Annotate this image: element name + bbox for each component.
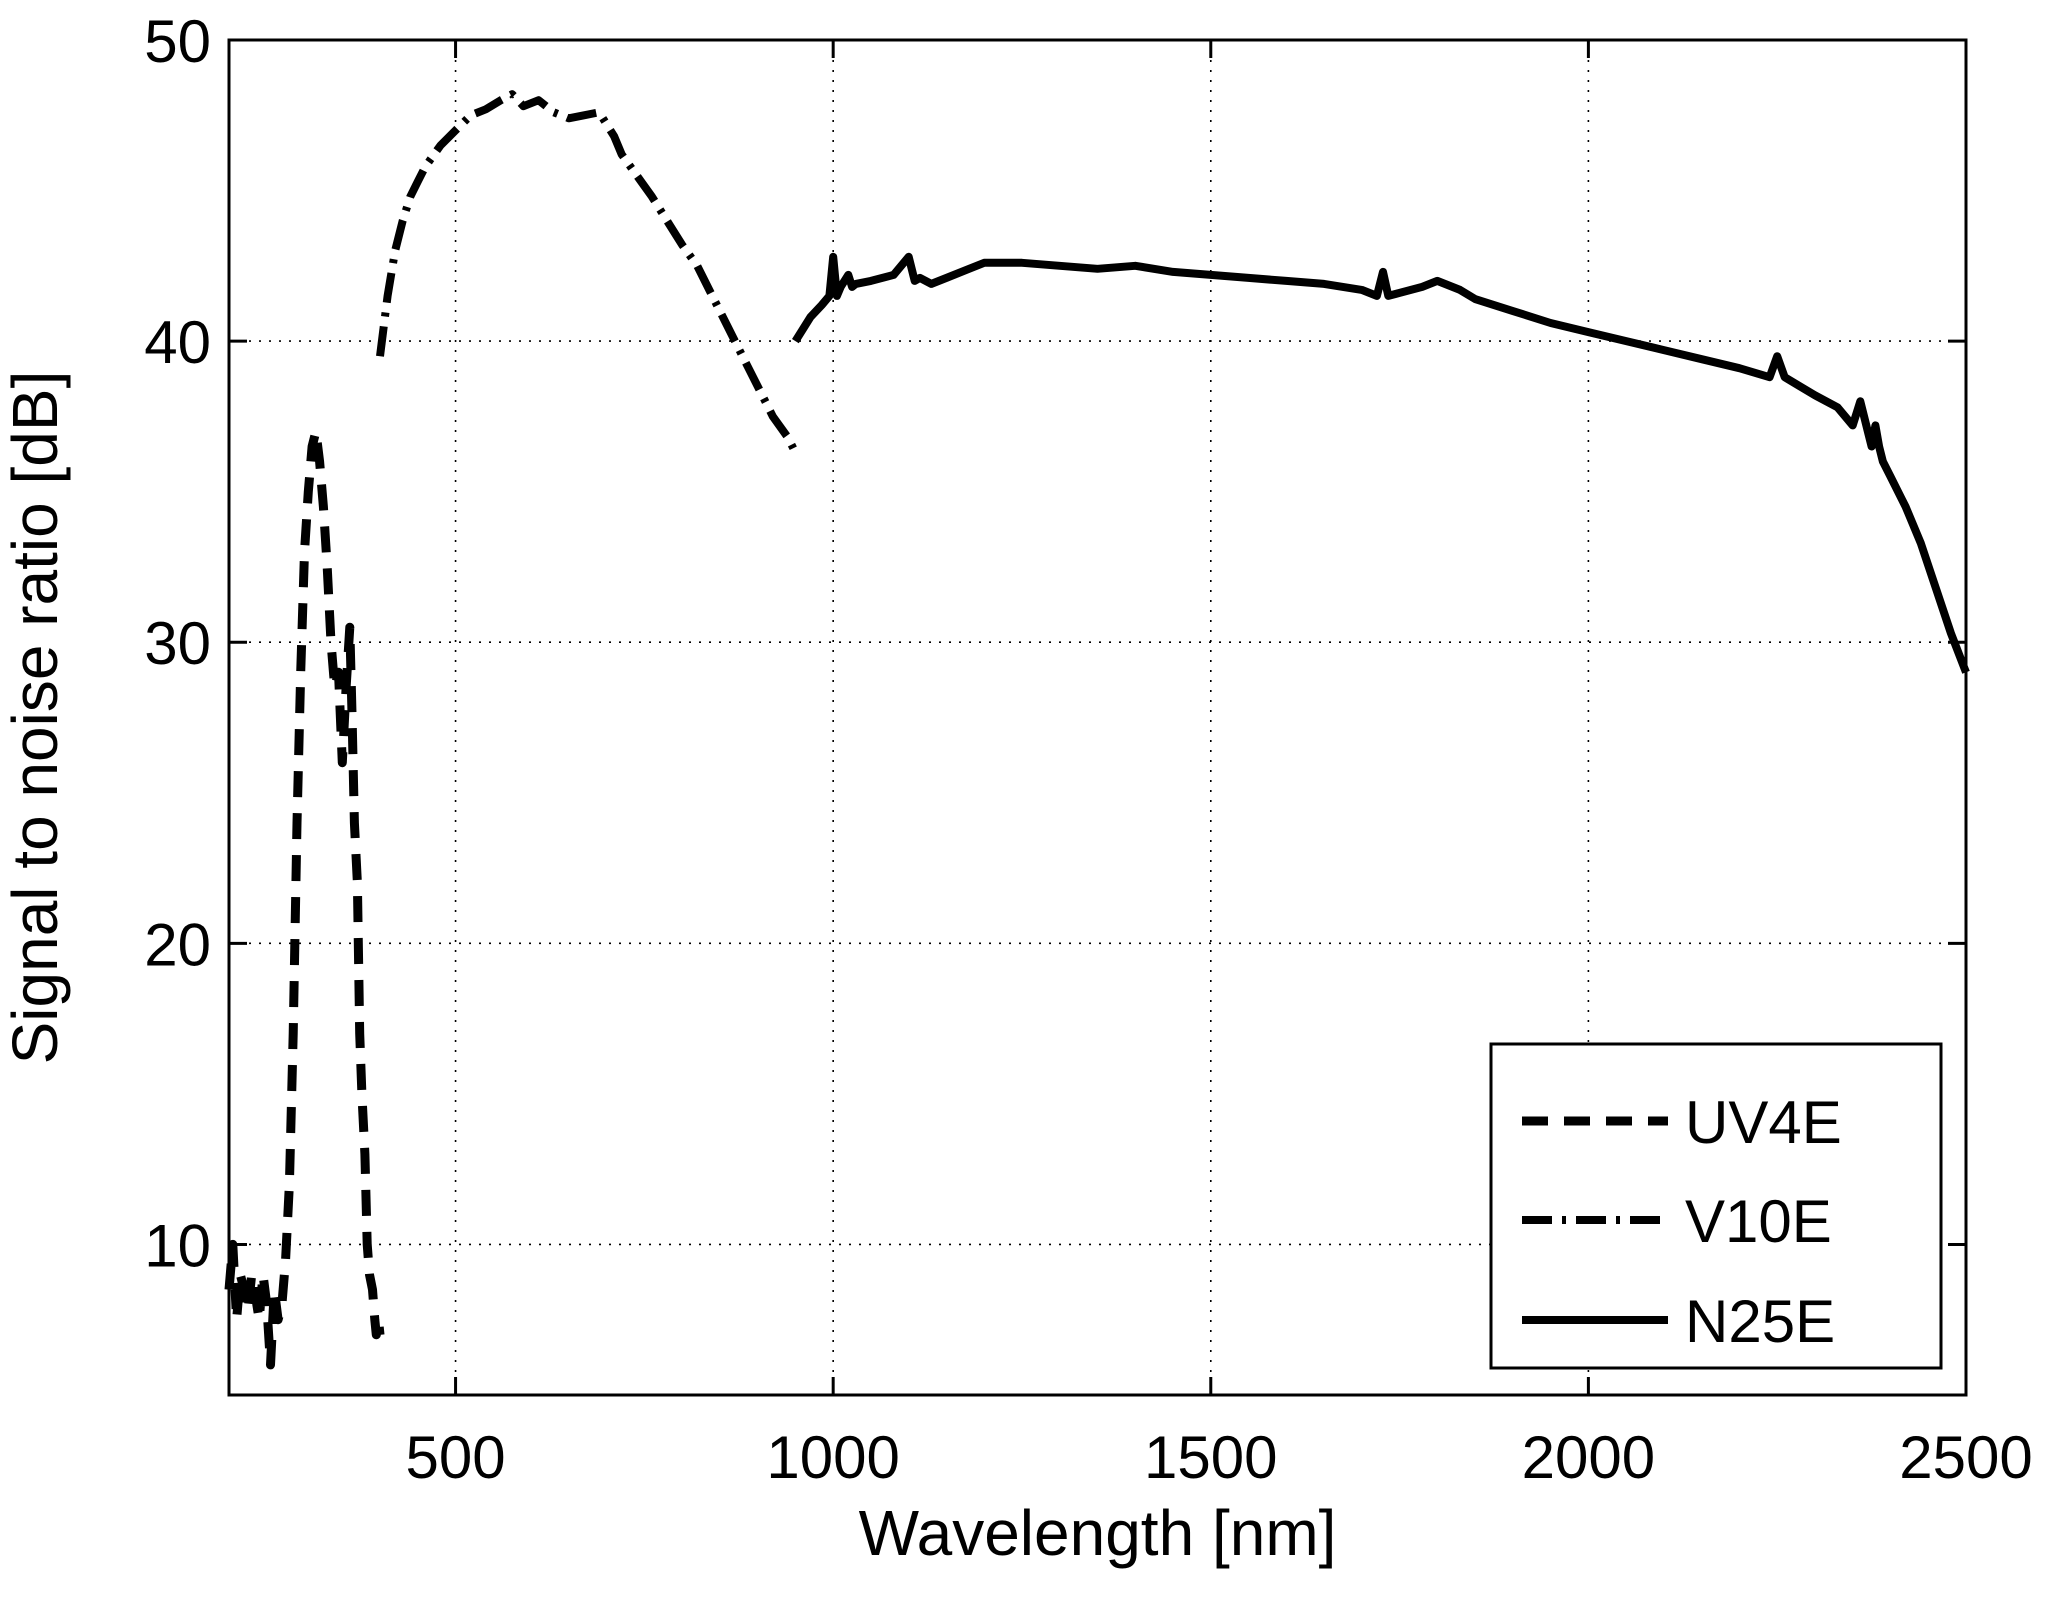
x-tick-label: 1500 xyxy=(1144,1424,1277,1491)
y-tick-label: 20 xyxy=(144,911,211,978)
legend-label-n25e: N25E xyxy=(1685,1288,1835,1355)
series-line-n25e xyxy=(792,252,1970,674)
y-tick-label: 40 xyxy=(144,309,211,376)
x-tick-label: 500 xyxy=(406,1424,506,1491)
y-axis-label: Signal to noise ratio [dB] xyxy=(0,371,71,1065)
series-line-uv4e xyxy=(224,426,385,1370)
legend-label-uv4e: UV4E xyxy=(1685,1089,1842,1156)
legend-box xyxy=(1489,1042,1943,1370)
x-tick-label: 2500 xyxy=(1899,1424,2032,1491)
series-lines xyxy=(224,90,1970,1370)
x-tick-label: 2000 xyxy=(1522,1424,1655,1491)
y-tick-label: 30 xyxy=(144,610,211,677)
plot-frame xyxy=(227,38,1968,1397)
series-line-v10e xyxy=(376,90,799,455)
legend-label-v10e: V10E xyxy=(1685,1188,1832,1255)
x-tick-label: 1000 xyxy=(766,1424,899,1491)
y-tick-label: 10 xyxy=(144,1212,211,1279)
axis-ticks: 500 1000 1500 2000 2500 10 20 30 40 50 xyxy=(144,8,2032,1491)
legend: UV4E V10E N25E xyxy=(1489,1042,1943,1370)
y-tick-label: 50 xyxy=(144,8,211,75)
x-axis-label: Wavelength [nm] xyxy=(859,1497,1337,1569)
